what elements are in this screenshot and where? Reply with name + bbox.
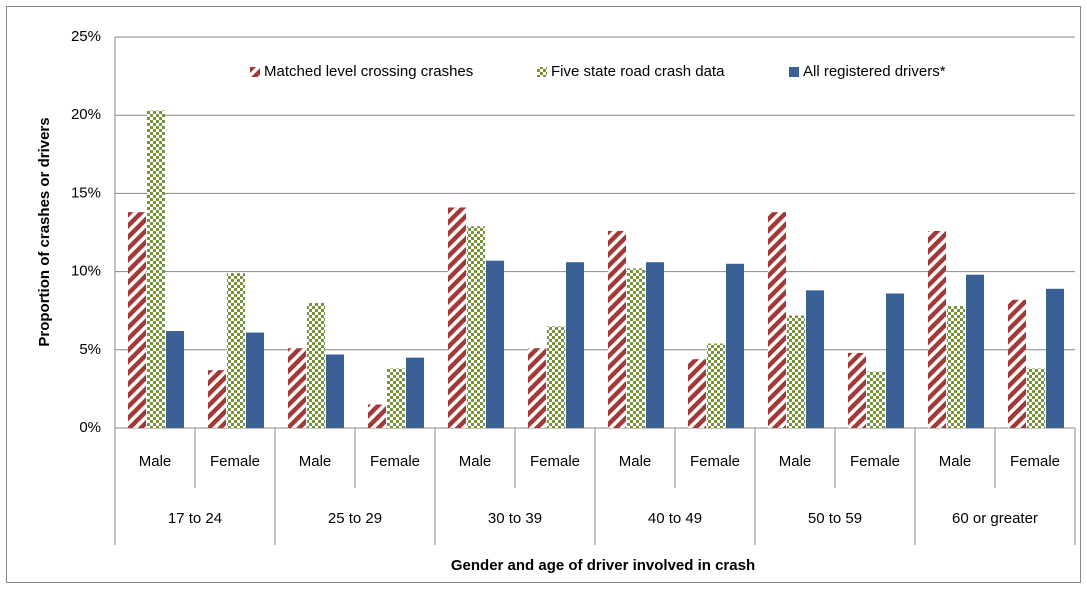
y-tick-label: 15% [71, 184, 101, 201]
bar [1027, 368, 1045, 428]
x-tick-label: Female [370, 453, 420, 470]
legend-label: Matched level crossing crashes [264, 63, 473, 80]
bar [787, 315, 805, 428]
legend-swatch [250, 67, 260, 77]
x-tick-label: Male [299, 453, 332, 470]
bar [406, 357, 424, 428]
bar [1008, 299, 1026, 428]
bar [166, 331, 184, 428]
x-axis-title: Gender and age of driver involved in cra… [451, 557, 755, 574]
bar [688, 359, 706, 428]
bar [288, 348, 306, 428]
bar [448, 207, 466, 428]
bar [966, 274, 984, 428]
group-label: 30 to 39 [488, 510, 542, 527]
bar [886, 293, 904, 428]
bar [768, 212, 786, 428]
y-tick-label: 0% [79, 419, 101, 436]
bar [246, 332, 264, 428]
y-tick-label: 5% [79, 341, 101, 358]
bar [707, 343, 725, 428]
bar [387, 368, 405, 428]
bar [307, 302, 325, 428]
legend-swatch [537, 67, 547, 77]
bar [867, 371, 885, 428]
x-tick-label: Male [619, 453, 652, 470]
bar [208, 370, 226, 428]
bar [627, 268, 645, 428]
bar [547, 326, 565, 428]
x-tick-label: Male [459, 453, 492, 470]
bar [467, 226, 485, 428]
x-tick-label: Female [690, 453, 740, 470]
bar [486, 260, 504, 428]
bar [368, 404, 386, 428]
y-tick-label: 20% [71, 106, 101, 123]
bar [326, 354, 344, 428]
bar [566, 262, 584, 428]
bar [227, 273, 245, 428]
bar [928, 230, 946, 428]
bar [848, 352, 866, 428]
group-label: 60 or greater [952, 510, 1038, 527]
group-label: 40 to 49 [648, 510, 702, 527]
y-tick-label: 10% [71, 263, 101, 280]
bar [646, 262, 664, 428]
y-tick-label: 25% [71, 28, 101, 45]
legend-label: Five state road crash data [551, 63, 725, 80]
bar [726, 263, 744, 428]
group-label: 50 to 59 [808, 510, 862, 527]
group-label: 17 to 24 [168, 510, 222, 527]
bar [528, 348, 546, 428]
legend-label: All registered drivers* [803, 63, 946, 80]
x-tick-label: Female [210, 453, 260, 470]
x-tick-label: Male [779, 453, 812, 470]
legend-swatch [789, 67, 799, 77]
x-tick-label: Female [1010, 453, 1060, 470]
bar [1046, 288, 1064, 428]
bar [806, 290, 824, 428]
group-label: 25 to 29 [328, 510, 382, 527]
y-axis-title: Proportion of crashes or drivers [36, 117, 53, 346]
bar [147, 110, 165, 429]
x-tick-label: Female [850, 453, 900, 470]
chart-frame [6, 6, 1081, 583]
x-tick-label: Male [139, 453, 172, 470]
bar [947, 306, 965, 428]
x-tick-label: Male [939, 453, 972, 470]
bar [128, 212, 146, 428]
x-tick-label: Female [530, 453, 580, 470]
bar [608, 230, 626, 428]
